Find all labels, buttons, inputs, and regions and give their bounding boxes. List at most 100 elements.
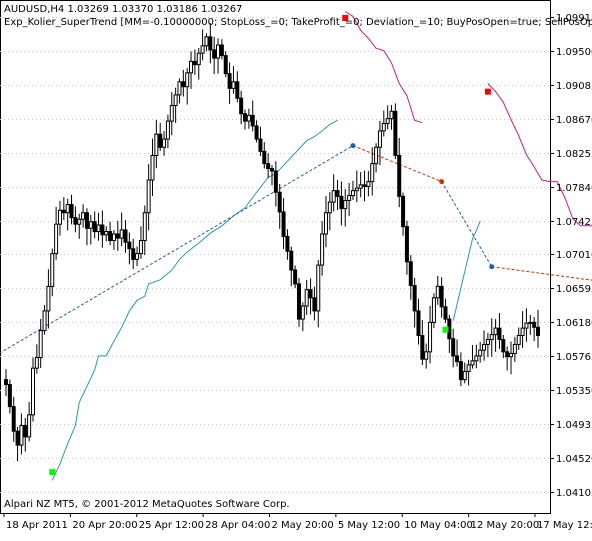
candle-body: [509, 352, 514, 358]
y-tick-label: 1.07425: [556, 217, 592, 228]
candle-body: [266, 163, 271, 170]
candle-body: [277, 191, 282, 213]
candle-body: [57, 209, 62, 225]
y-tick-label: 1.08670: [556, 115, 592, 126]
candle-body: [474, 355, 479, 362]
candle-body: [485, 339, 490, 345]
x-tick-label: 17 May 12:00: [537, 520, 592, 531]
y-tick-label: 1.04105: [556, 488, 592, 499]
candle-body: [431, 297, 436, 323]
candle-body: [323, 212, 328, 235]
candle-body: [104, 231, 109, 236]
candle-body: [412, 285, 417, 312]
candle-body: [493, 327, 498, 336]
y-tick-label: 1.06180: [556, 318, 592, 329]
x-tick-label: 18 Apr 2011: [6, 520, 68, 531]
candle-body: [135, 253, 140, 260]
candle-body: [219, 44, 224, 57]
copyright-label: Alpari NZ MT5, © 2001-2012 MetaQuotes So…: [4, 499, 290, 510]
candle-body: [181, 81, 186, 88]
candle-body: [150, 154, 155, 181]
candle-body: [320, 233, 325, 266]
candle-body: [536, 326, 540, 336]
trade-line-buy: [441, 181, 493, 267]
candle-body: [254, 125, 259, 140]
buy-signal-marker: [442, 326, 449, 333]
candle-body: [177, 81, 182, 96]
candle-body: [528, 321, 533, 324]
candle-body: [142, 212, 147, 242]
trade-line-buy: [0, 145, 354, 354]
candle-body: [370, 163, 375, 183]
candle-body: [246, 114, 251, 122]
price-axis[interactable]: 1.09915 1.09500 1.09085 1.08670 1.08255 1.078…: [550, 13, 592, 499]
candle-body: [408, 261, 413, 287]
candle-body: [466, 364, 471, 372]
candle-body: [42, 310, 47, 332]
x-tick-label: 5 May 12:00: [338, 520, 400, 531]
candle-body: [92, 221, 97, 233]
candle-body: [46, 285, 51, 312]
x-tick-label: 12 May 20:00: [471, 520, 540, 531]
candle-body: [96, 224, 101, 233]
candle-body: [458, 361, 463, 381]
candle-body: [524, 322, 529, 329]
x-tick-label: 28 Apr 04:00: [205, 520, 270, 531]
candle-body: [273, 170, 278, 193]
candle-body: [169, 105, 174, 122]
candle-body: [11, 406, 16, 432]
x-tick-label: 20 Apr 20:00: [72, 520, 137, 531]
candle-body: [435, 285, 440, 299]
candle-body: [385, 118, 390, 125]
candle-body: [231, 81, 236, 89]
candle-body: [482, 343, 487, 351]
candle-body: [204, 36, 209, 47]
candle-body: [501, 339, 506, 353]
candle-body: [69, 204, 74, 219]
y-tick-label: 1.07840: [556, 183, 592, 194]
candle-body: [61, 209, 66, 214]
candle-body: [374, 146, 379, 165]
candle-body: [19, 424, 24, 446]
sell-trail-line: [487, 83, 592, 227]
candle-body: [185, 72, 190, 88]
candle-body: [239, 97, 244, 115]
candle-body: [250, 114, 255, 127]
candle-body: [77, 218, 82, 225]
candles-layer: [4, 23, 540, 462]
y-tick-label: 1.04935: [556, 420, 592, 431]
candle-body: [196, 52, 201, 66]
y-tick-label: 1.06595: [556, 284, 592, 295]
candle-body: [54, 223, 59, 255]
x-tick-label: 25 Apr 12:00: [139, 520, 204, 531]
candle-body: [138, 240, 143, 255]
candle-body: [23, 424, 28, 438]
candle-body: [331, 190, 336, 203]
candle-body: [343, 199, 348, 210]
candle-body: [362, 184, 367, 188]
x-tick-label: 10 May 04:00: [404, 520, 473, 531]
candle-body: [154, 133, 159, 156]
sell-trail-line: [344, 11, 423, 124]
candle-body: [497, 327, 502, 341]
candle-body: [212, 49, 217, 59]
y-tick-label: 1.08255: [556, 149, 592, 160]
candle-body: [243, 113, 248, 122]
candle-body: [377, 130, 382, 148]
trailing-lines-layer: [0, 11, 592, 481]
candle-body: [439, 285, 444, 308]
candle-body: [7, 384, 12, 408]
candle-body: [30, 367, 35, 416]
y-tick-label: 1.07010: [556, 250, 592, 261]
time-axis[interactable]: 18 Apr 2011 20 Apr 20:00 25 Apr 12:00 28 Ap…: [3, 513, 592, 531]
deal-point: [489, 264, 495, 270]
candle-body: [189, 60, 194, 74]
candle-body: [300, 305, 305, 320]
candle-body: [293, 269, 298, 285]
candle-body: [335, 190, 340, 197]
candle-body: [235, 81, 240, 99]
y-tick-label: 1.05350: [556, 386, 592, 397]
candle-body: [146, 179, 151, 214]
